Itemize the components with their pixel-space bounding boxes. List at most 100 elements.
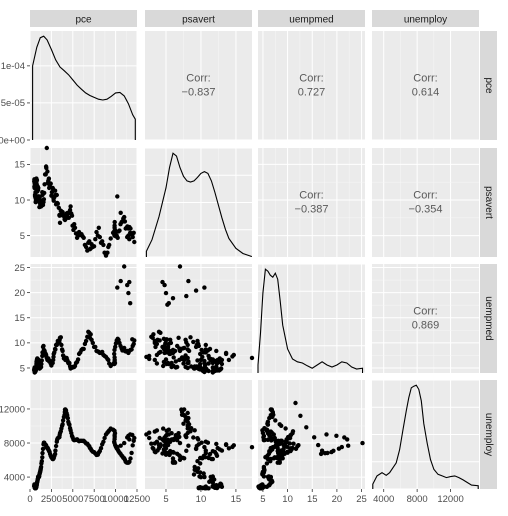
scatter-point bbox=[176, 335, 181, 340]
strip-col-uempmed bbox=[258, 10, 365, 27]
scatter-point bbox=[186, 348, 192, 354]
scatter-point bbox=[166, 438, 171, 443]
strip-row-uempmed bbox=[480, 264, 497, 373]
scatter-point bbox=[152, 340, 157, 346]
corr-label: Corr: bbox=[413, 306, 437, 318]
scatter-point bbox=[193, 288, 199, 293]
scatter-point bbox=[164, 428, 169, 433]
scatter-point bbox=[161, 363, 166, 369]
corr-label: Corr: bbox=[413, 190, 437, 202]
scatter-point bbox=[186, 415, 191, 421]
scatter-point bbox=[329, 449, 334, 455]
x-tick-label: 10 bbox=[196, 494, 207, 505]
scatter-point bbox=[175, 364, 180, 370]
scatter-point bbox=[67, 207, 73, 213]
x-tick-label: 8000 bbox=[407, 494, 428, 505]
scatter-point bbox=[130, 443, 135, 448]
scatter-point bbox=[40, 455, 45, 460]
panel-unemploy-psavert bbox=[144, 380, 255, 491]
scatter-point bbox=[60, 348, 65, 354]
scatter-point bbox=[277, 459, 282, 464]
scatter-point bbox=[108, 236, 113, 241]
scatter-point bbox=[38, 464, 44, 470]
scatter-point bbox=[101, 242, 106, 248]
scatter-point bbox=[46, 176, 52, 181]
scatter-point bbox=[192, 464, 197, 470]
scatter-point bbox=[261, 464, 267, 470]
panel-unemploy-pce bbox=[29, 380, 138, 491]
scatter-point bbox=[93, 237, 98, 242]
scatter-point bbox=[195, 338, 200, 344]
scatter-point bbox=[186, 360, 191, 366]
scatter-point bbox=[131, 341, 136, 347]
y-tick-label: 1e-04 bbox=[1, 61, 25, 72]
scatter-point bbox=[230, 354, 235, 359]
scatter-point bbox=[274, 439, 279, 444]
scatter-point bbox=[122, 440, 127, 446]
scatter-point bbox=[117, 228, 122, 233]
scatter-point bbox=[223, 351, 229, 357]
scatter-point bbox=[128, 456, 133, 461]
scatter-point bbox=[210, 474, 215, 479]
scatter-point bbox=[203, 448, 208, 453]
scatter-point bbox=[325, 450, 330, 456]
scatter-point bbox=[273, 418, 278, 423]
scatter-point bbox=[171, 436, 176, 442]
scatter-point bbox=[112, 351, 117, 357]
scatter-point bbox=[115, 444, 120, 450]
scatter-point bbox=[198, 485, 203, 490]
y-tick-label: 20 bbox=[14, 288, 25, 299]
scatter-point bbox=[161, 426, 166, 431]
scatter-point bbox=[210, 365, 215, 370]
scatter-point bbox=[112, 355, 117, 360]
scatter-point bbox=[202, 474, 207, 479]
scatter-point bbox=[173, 433, 178, 438]
scatter-point bbox=[130, 337, 135, 342]
panel-uempmed-uempmed bbox=[257, 263, 365, 374]
panel-pce-psavert: Corr: −0.837 bbox=[145, 31, 252, 141]
scatter-point bbox=[170, 347, 176, 353]
scatter-point bbox=[293, 400, 298, 406]
scatter-point bbox=[166, 341, 171, 347]
scatter-point bbox=[184, 293, 189, 299]
scatter-point bbox=[67, 360, 72, 366]
strip-col-label-psavert: psavert bbox=[182, 15, 215, 26]
scatter-point bbox=[191, 472, 197, 477]
scatter-point bbox=[192, 428, 197, 433]
scatter-point bbox=[186, 443, 191, 448]
scatter-point bbox=[164, 337, 169, 342]
scatter-point bbox=[58, 335, 63, 340]
scatter-point bbox=[290, 429, 296, 434]
scatter-point bbox=[112, 219, 117, 225]
scatter-point bbox=[66, 215, 72, 220]
x-tick-label: 2500 bbox=[41, 494, 62, 505]
scatter-point bbox=[177, 264, 183, 269]
scatter-point bbox=[226, 357, 232, 363]
density-line-uempmed bbox=[257, 268, 364, 373]
scatter-point bbox=[162, 443, 167, 448]
panel-background bbox=[258, 148, 365, 257]
scatter-point bbox=[181, 361, 186, 366]
scatter-point bbox=[83, 244, 89, 250]
scatter-point bbox=[214, 361, 220, 366]
scatter-point bbox=[214, 348, 219, 354]
scatter-point bbox=[219, 448, 225, 453]
scatter-point bbox=[230, 444, 235, 450]
panel-uempmed-pce bbox=[29, 264, 138, 375]
scatter-point bbox=[206, 368, 211, 374]
scatter-point bbox=[334, 433, 339, 438]
scatter-point bbox=[249, 445, 255, 450]
scatter-point bbox=[48, 181, 53, 186]
strip-row-label-psavert: psavert bbox=[483, 186, 494, 219]
scatter-point bbox=[182, 345, 187, 351]
scatter-point bbox=[186, 422, 191, 427]
strip-row-label-unemploy: unemploy bbox=[483, 413, 494, 456]
panel-background bbox=[372, 264, 479, 373]
y-tick-label: 10 bbox=[14, 195, 25, 206]
scatter-point bbox=[282, 443, 287, 448]
scatter-point bbox=[91, 244, 97, 249]
panel-psavert-psavert bbox=[145, 147, 252, 258]
x-tick-label: 5 bbox=[260, 494, 265, 505]
scatter-point bbox=[128, 226, 133, 231]
